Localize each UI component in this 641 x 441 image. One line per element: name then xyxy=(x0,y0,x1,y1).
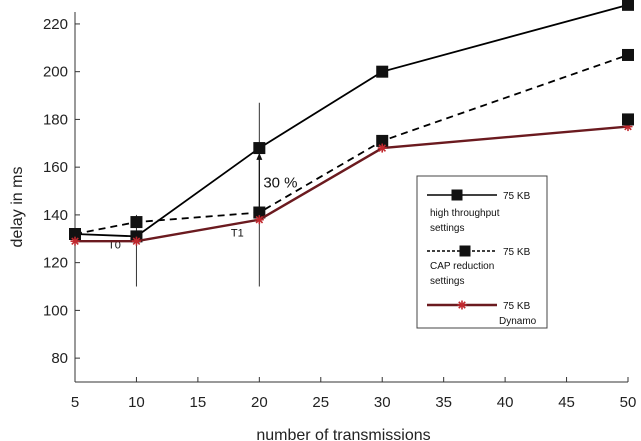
legend-box xyxy=(416,175,548,329)
x-tick-label: 30 xyxy=(374,394,391,411)
y-tick-label: 200 xyxy=(43,64,68,81)
series-0 xyxy=(69,0,634,243)
legend-marker xyxy=(457,300,467,310)
x-tick-label: 20 xyxy=(251,394,268,411)
legend-size: 75 KB xyxy=(503,247,531,258)
y-tick-label: 180 xyxy=(43,111,68,128)
x-axis-label: number of transmissions xyxy=(256,427,430,441)
data-point xyxy=(70,236,80,246)
data-point xyxy=(69,228,81,240)
data-point xyxy=(376,65,389,78)
data-point xyxy=(253,142,266,155)
legend-marker xyxy=(451,189,463,201)
data-point xyxy=(377,143,387,153)
star-stroke xyxy=(378,144,387,152)
data-point xyxy=(376,134,389,147)
legend-size: 75 KB xyxy=(503,301,531,312)
marker-label: T1 xyxy=(231,227,244,239)
y-tick-label: 140 xyxy=(43,207,68,224)
y-axis-label: delay in ms xyxy=(9,167,26,248)
star-stroke xyxy=(71,237,79,245)
data-point xyxy=(622,0,634,11)
data-point xyxy=(131,236,141,246)
y-tick-label: 80 xyxy=(51,350,68,367)
x-tick-label: 35 xyxy=(435,394,452,411)
percent-annotation: 30 % xyxy=(263,174,297,191)
legend-label: settings xyxy=(430,276,464,287)
legend-label: high throughput xyxy=(430,208,500,219)
series-1 xyxy=(69,48,634,240)
x-tick-label: 40 xyxy=(497,394,514,411)
x-tick-label: 25 xyxy=(312,394,329,411)
x-tick-label: 10 xyxy=(128,394,145,411)
data-point xyxy=(130,216,143,229)
star-stroke xyxy=(255,215,264,224)
star-stroke xyxy=(458,301,466,309)
data-point xyxy=(622,48,634,61)
y-tick-label: 160 xyxy=(43,159,68,176)
data-point xyxy=(622,113,634,126)
legend-label: CAP reduction xyxy=(430,261,494,272)
data-point xyxy=(130,230,143,243)
x-tick-label: 5 xyxy=(71,394,79,411)
x-tick-label: 45 xyxy=(558,394,575,411)
data-point xyxy=(253,206,266,219)
x-tick-label: 50 xyxy=(620,394,637,411)
legend-item-1: 75 KB CAP reduction settings xyxy=(427,245,531,287)
series-group xyxy=(69,0,634,246)
star-stroke xyxy=(132,237,141,245)
x-tick-label: 15 xyxy=(190,394,207,411)
y-tick-label: 220 xyxy=(43,16,68,33)
axes: 80 100 120 140 160 180 200 220 5 10 15 20 25 30 35 40 45… xyxy=(9,12,636,441)
data-point xyxy=(254,215,264,225)
y-tick-label: 100 xyxy=(43,302,68,319)
percent-arrow-head xyxy=(256,152,263,160)
legend-item-2: 75 KB Dynamo xyxy=(427,300,537,327)
legend-label: settings xyxy=(430,223,464,234)
series-2 xyxy=(70,122,633,246)
y-tick-label: 120 xyxy=(43,255,68,272)
legend-size: 75 KB xyxy=(503,191,531,202)
legend-label: Dynamo xyxy=(499,316,537,327)
legend-marker xyxy=(459,245,471,257)
